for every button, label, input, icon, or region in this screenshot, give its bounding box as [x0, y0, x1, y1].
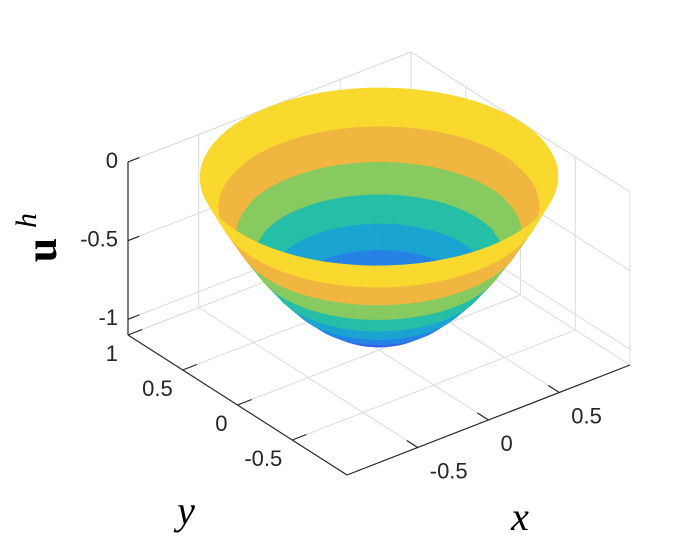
surface-patch	[373, 318, 386, 332]
y-tick-label: -0.5	[244, 446, 282, 471]
z-axis-label-base: u	[17, 238, 66, 262]
x-axis-label: x	[510, 494, 529, 539]
grid-line	[292, 329, 576, 441]
surface-patch	[370, 126, 386, 163]
surface-patch	[385, 285, 402, 306]
surface-patch	[372, 286, 388, 306]
grid-line	[237, 294, 521, 406]
y-tick	[237, 398, 252, 406]
surface-patch	[384, 303, 399, 320]
surface-patch	[370, 87, 387, 128]
surface-patch	[374, 330, 385, 340]
x-tick-label: 0.5	[571, 403, 602, 428]
z-tick-label: -1	[98, 305, 118, 330]
y-tick	[127, 328, 143, 336]
surface-patch	[375, 338, 384, 346]
surface-patch	[362, 318, 376, 332]
x-tick	[406, 439, 419, 449]
surface-patch	[384, 87, 403, 128]
surface-patch	[372, 304, 387, 320]
surface-patch	[386, 264, 404, 288]
x-tick	[477, 412, 489, 421]
y-tick-label: 1	[106, 341, 118, 366]
surface-patch	[355, 264, 374, 288]
z-axis-label-sup: h	[10, 213, 43, 228]
x-tick-label: -0.5	[430, 458, 468, 483]
surface-patch	[372, 194, 385, 225]
z-tick	[127, 314, 140, 320]
y-tick	[292, 433, 307, 441]
surface-patch	[373, 223, 384, 251]
z-tick-label: 0	[106, 148, 118, 173]
y-tick-label: 0	[215, 411, 227, 436]
surface-patch	[354, 87, 372, 129]
axes: -0.5 0 0.5 -0.5 0 0.5 1 -1 -0.5 0	[80, 148, 631, 483]
y-axis-label: y	[173, 488, 195, 533]
y-tick	[182, 363, 198, 371]
surface-patch	[358, 285, 374, 306]
z-tick-label: -0.5	[80, 226, 118, 251]
surface-patch	[371, 161, 386, 196]
z-tick	[127, 157, 140, 163]
surface-patch	[360, 303, 375, 320]
x-tick-label: 0	[501, 431, 513, 456]
z-tick	[127, 235, 140, 242]
x-tick	[547, 384, 560, 394]
surface-patch	[371, 265, 388, 288]
y-tick-label: 0.5	[142, 376, 173, 401]
z-axis-label: u h	[10, 213, 66, 262]
surface	[199, 87, 559, 348]
